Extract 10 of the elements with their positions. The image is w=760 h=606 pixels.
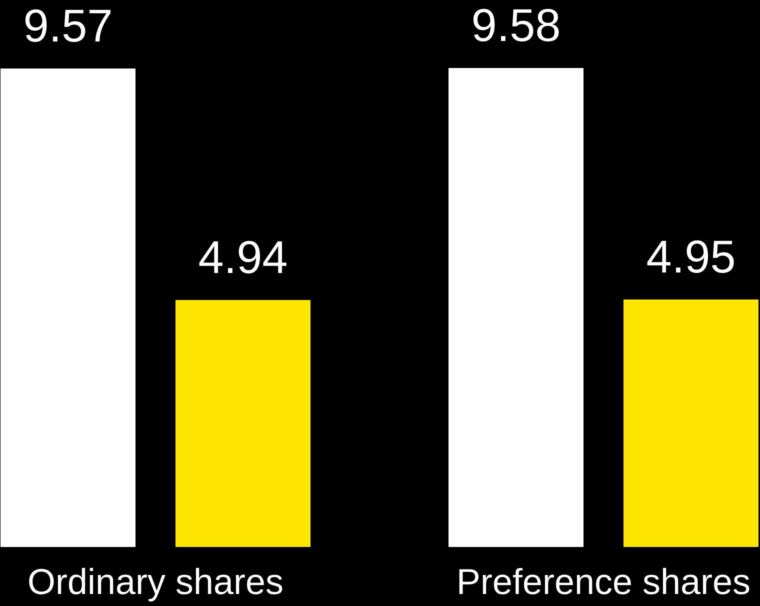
bar [176, 300, 311, 547]
bar [448, 68, 584, 547]
bar [0, 68, 136, 547]
data-label: 9.58 [473, 8, 559, 42]
x-tick-label: Preference shares [459, 568, 750, 594]
x-tick-label: Ordinary shares [29, 568, 282, 602]
data-label: 9.57 [25, 9, 110, 42]
data-label: 4.94 [199, 240, 286, 274]
bar [624, 299, 759, 547]
data-label: 4.95 [647, 240, 734, 273]
